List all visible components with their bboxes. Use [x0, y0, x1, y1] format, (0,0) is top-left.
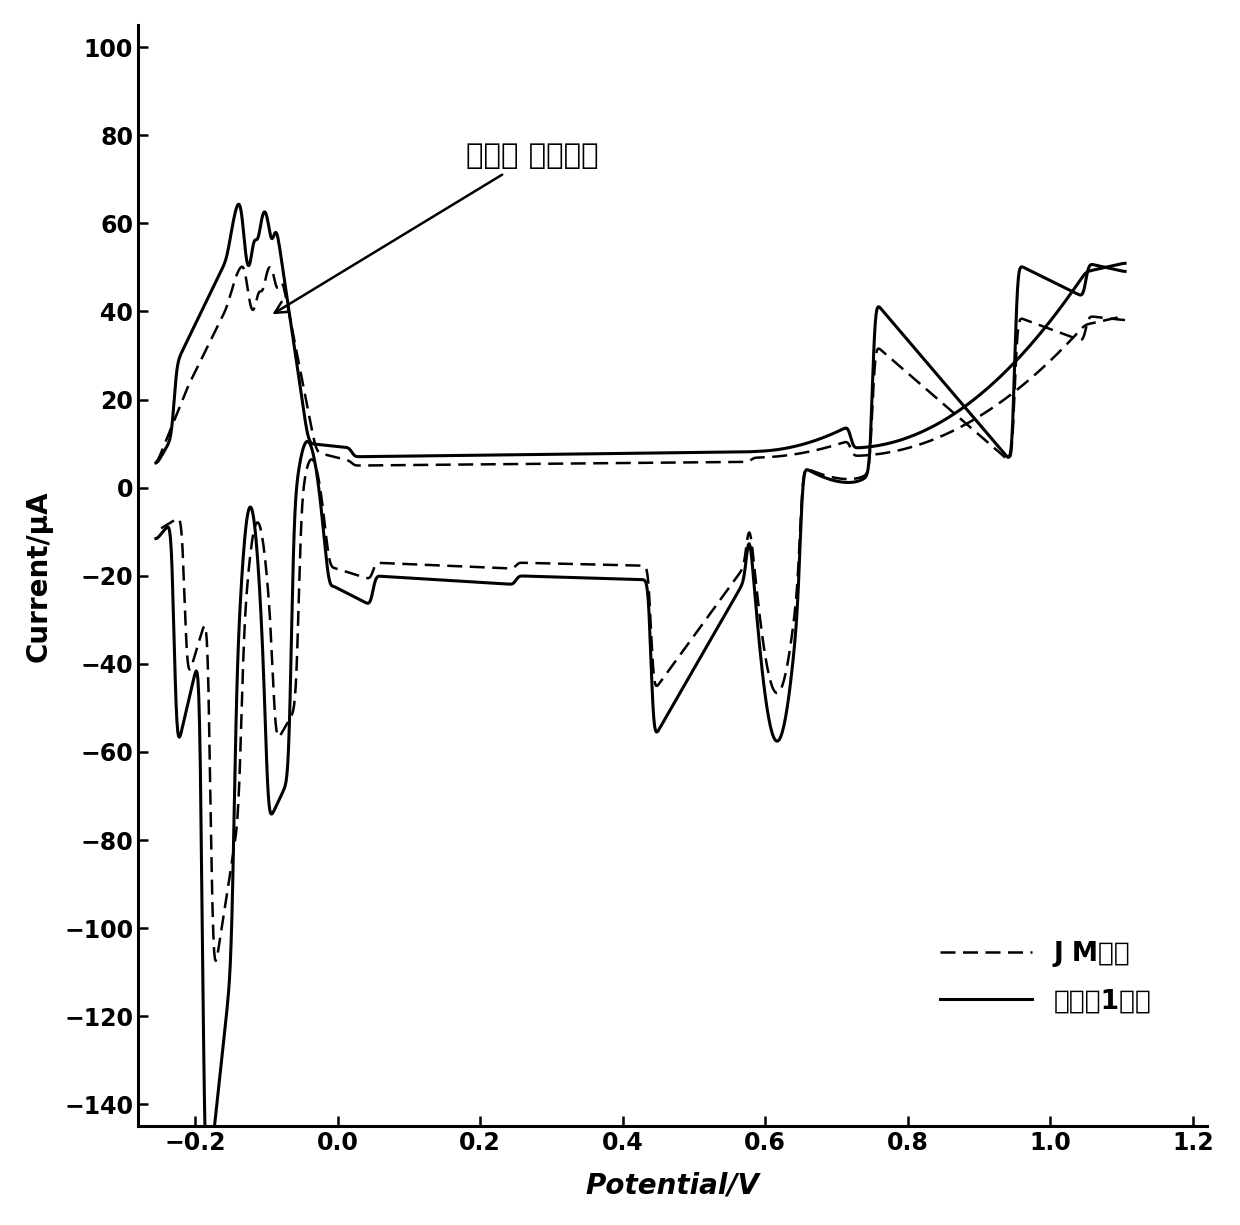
Text: 电化学 活性面积: 电化学 活性面积 — [275, 142, 599, 312]
Y-axis label: Current/μA: Current/μA — [25, 490, 53, 662]
Legend: J M产品, 实施奡1制得: J M产品, 实施奡1制得 — [929, 931, 1162, 1025]
X-axis label: Potential/V: Potential/V — [585, 1172, 760, 1200]
